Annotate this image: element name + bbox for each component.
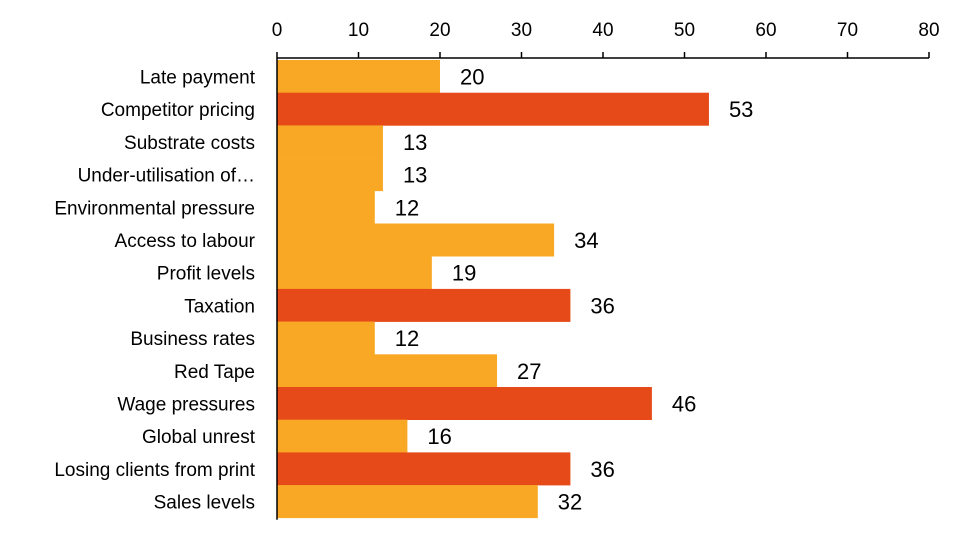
x-tick-label-5: 40	[592, 20, 613, 41]
x-axis: 0 10 20 30 40 50 60 70 80	[272, 20, 940, 520]
value-label-9: 12	[395, 326, 419, 351]
x-tick-label-6: 50	[674, 20, 695, 41]
bar-14	[277, 485, 538, 519]
category-label-7: Profit levels	[157, 264, 255, 285]
value-label-7: 19	[452, 261, 476, 286]
category-label-3: Substrate costs	[124, 133, 255, 154]
value-label-13: 36	[590, 457, 614, 482]
category-label-14: Sales levels	[154, 493, 255, 514]
category-label-9: Business rates	[130, 329, 255, 350]
category-label-10: Red Tape	[174, 362, 255, 383]
x-tick-label-2: 10	[348, 20, 369, 41]
category-label-6: Access to labour	[115, 231, 256, 252]
bar-7	[277, 256, 432, 290]
value-label-3: 13	[403, 130, 427, 155]
x-tick-label-7: 60	[755, 20, 776, 41]
value-labels: 20 53 13 13 12 34 19 36 12 27 46 16 36 32	[395, 65, 754, 515]
bar-6	[277, 223, 555, 257]
bar-12	[277, 419, 408, 453]
category-label-1: Late payment	[140, 68, 256, 89]
value-label-1: 20	[460, 65, 484, 90]
category-label-12: Global unrest	[142, 427, 256, 448]
bar-3	[277, 125, 383, 159]
x-tick-label-1: 0	[272, 20, 283, 41]
bar-13	[277, 452, 571, 486]
x-tick-label-3: 20	[429, 20, 450, 41]
value-label-11: 46	[672, 392, 696, 417]
category-label-8: Taxation	[184, 296, 255, 317]
value-label-2: 53	[729, 97, 753, 122]
value-label-14: 32	[558, 490, 582, 515]
bar-9	[277, 321, 375, 355]
value-label-8: 36	[590, 293, 614, 318]
bar-5	[277, 190, 375, 224]
bar-11	[277, 387, 652, 420]
x-tick-label-9: 80	[918, 20, 939, 41]
value-label-5: 12	[395, 195, 419, 220]
category-labels: Late payment Competitor pricing Substrate …	[54, 68, 255, 514]
bar-8	[277, 288, 571, 322]
value-label-6: 34	[574, 228, 598, 253]
x-tick-label-8: 70	[837, 20, 858, 41]
x-tick-label-4: 30	[511, 20, 532, 41]
value-label-10: 27	[517, 359, 541, 384]
bar-1	[277, 60, 440, 93]
category-label-13: Losing clients from print	[54, 460, 255, 481]
bar-2	[277, 92, 709, 126]
bar-4	[277, 158, 383, 192]
value-label-4: 13	[403, 163, 427, 188]
bar-10	[277, 354, 498, 388]
category-label-5: Environmental pressure	[54, 198, 255, 219]
value-label-12: 16	[427, 424, 451, 449]
category-label-11: Wage pressures	[117, 395, 255, 416]
bars-layer	[277, 60, 709, 519]
category-label-2: Competitor pricing	[101, 100, 255, 121]
category-label-4: Under-utilisation of…	[78, 166, 255, 187]
